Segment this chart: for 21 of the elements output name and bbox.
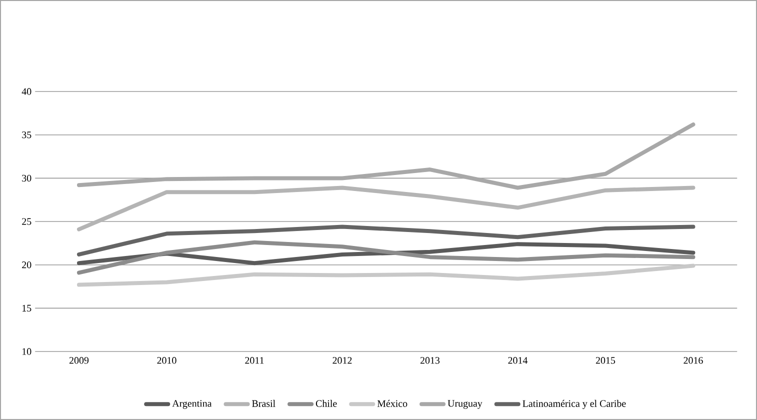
legend-label: Argentina: [172, 400, 212, 409]
x-tick-label: 2012: [332, 357, 352, 364]
legend-label: Brasil: [252, 400, 276, 407]
legend-label: Chile: [316, 400, 337, 407]
legend-label: Latinoamérica y el Caribe: [522, 400, 626, 409]
legend-label: Uruguay: [448, 400, 482, 409]
y-tick-label: 10: [22, 348, 32, 355]
y-tick-label: 25: [22, 218, 32, 225]
y-tick-label: 20: [22, 262, 32, 268]
x-tick-label: 2013: [420, 357, 440, 364]
y-tick-label: 30: [22, 174, 32, 182]
x-tick-label: 2009: [69, 357, 89, 364]
y-tick-label: 15: [22, 304, 32, 312]
legend-label: México: [377, 400, 408, 407]
y-tick-label: 35: [22, 132, 32, 138]
x-tick-label: 2016: [684, 357, 703, 364]
x-tick-label: 2014: [508, 357, 528, 364]
x-tick-label: 2011: [245, 357, 264, 364]
x-tick-label: 2015: [596, 357, 616, 364]
x-tick-label: 2010: [157, 357, 176, 364]
y-tick-label: 40: [22, 88, 32, 95]
